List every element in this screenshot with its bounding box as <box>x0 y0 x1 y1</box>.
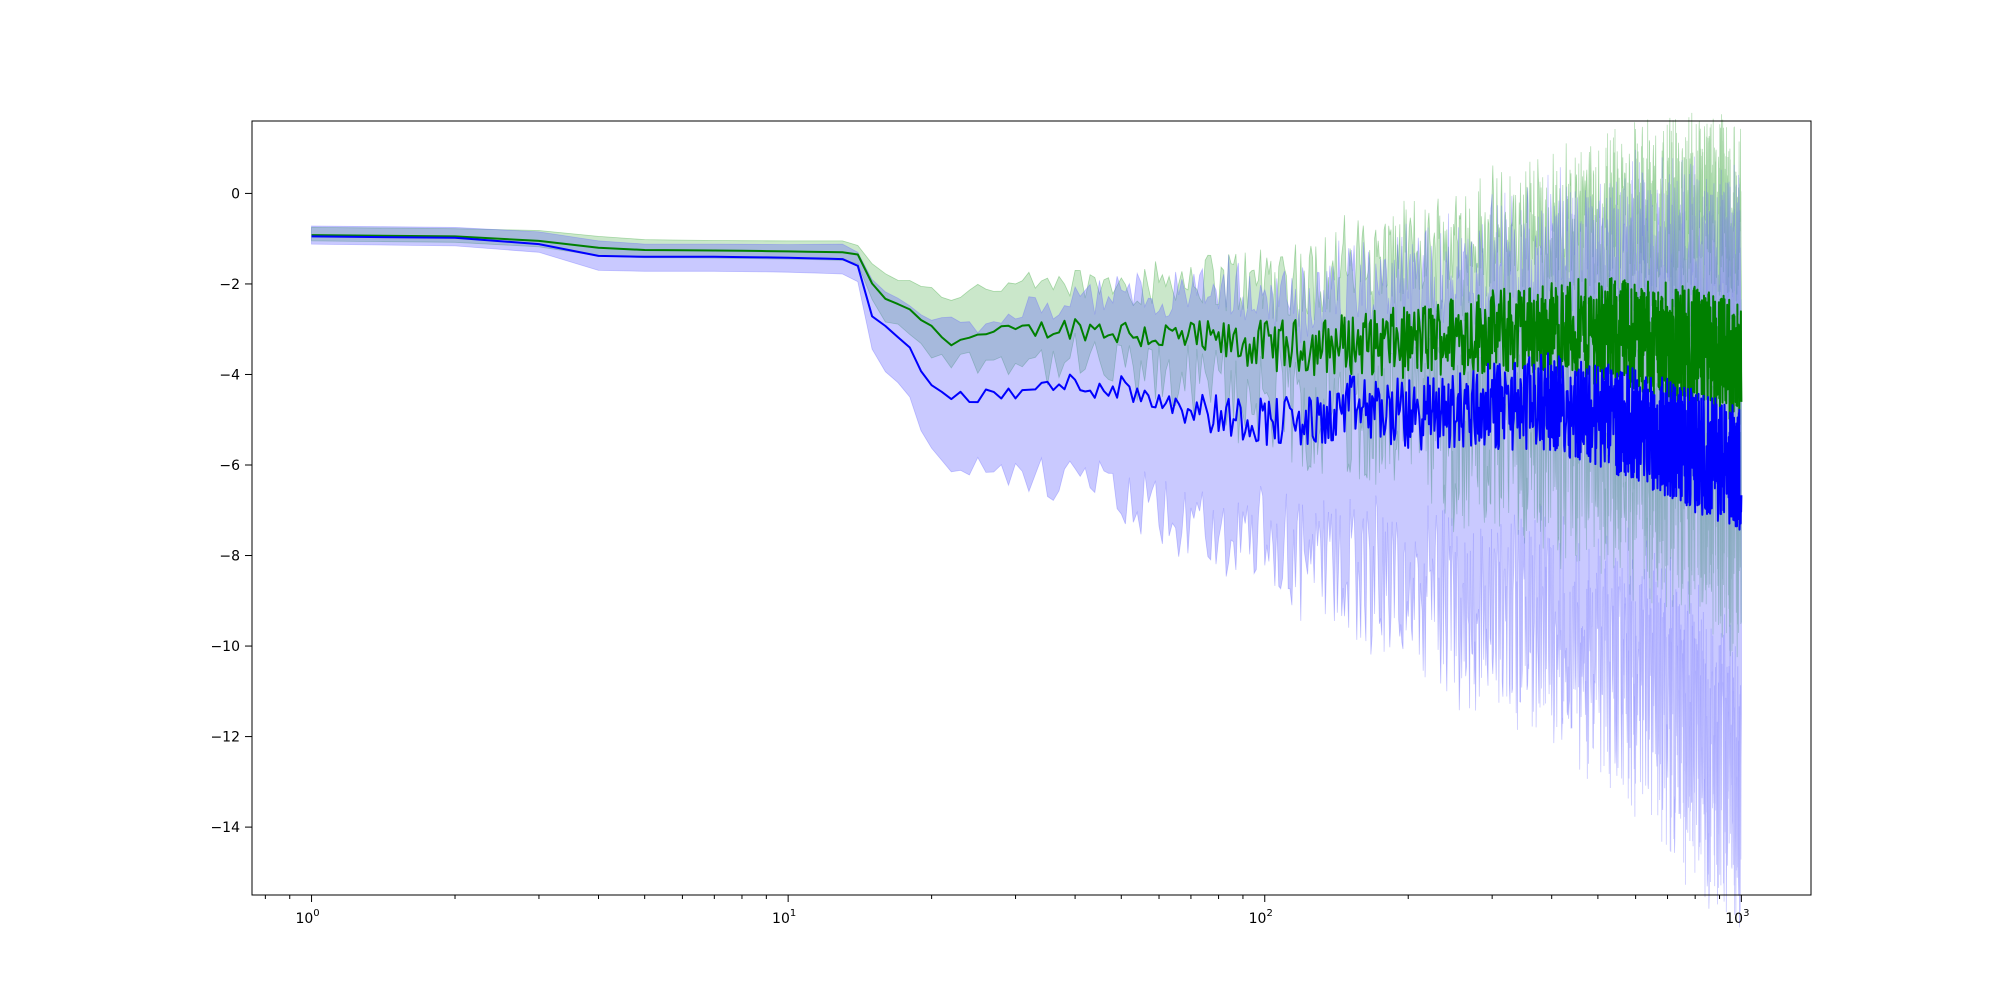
y-axis-ticks: 0 −2 −4 −6 −8 −10 −12 −14 <box>210 186 252 836</box>
y-tick-label: −6 <box>219 458 240 474</box>
x-tick-label: 101 <box>772 908 796 927</box>
y-tick-label: −8 <box>219 549 240 565</box>
x-tick-label: 102 <box>1249 908 1273 927</box>
plot-area-frame <box>251 120 1812 896</box>
y-tick-label: 0 <box>231 186 240 202</box>
y-tick-label: −12 <box>210 730 240 746</box>
series-1-line <box>311 235 1743 531</box>
confidence-bands <box>311 112 1742 928</box>
series-0-line <box>311 234 1743 426</box>
y-tick-label: −10 <box>210 639 240 655</box>
x-tick-label: 103 <box>1725 908 1749 927</box>
x-tick-label: 100 <box>295 908 319 927</box>
series-1-band <box>311 149 1742 928</box>
y-tick-label: −14 <box>210 820 240 836</box>
x-axis-ticks: 100 101 102 103 <box>264 895 1749 927</box>
y-tick-label: −4 <box>219 367 240 383</box>
y-tick-label: −2 <box>219 277 240 293</box>
series-lines <box>311 234 1743 531</box>
